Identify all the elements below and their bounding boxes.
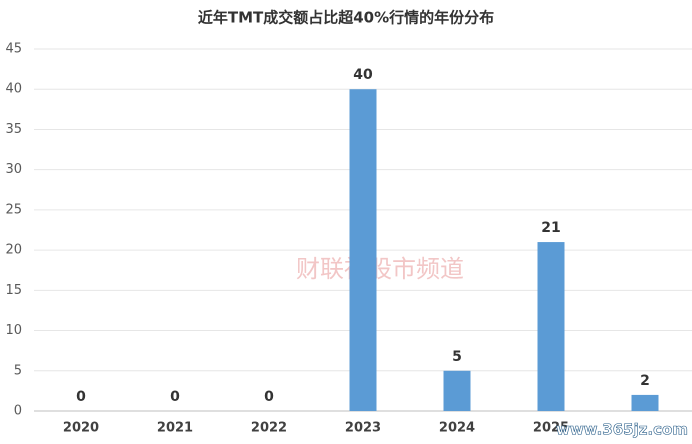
y-tick-label: 30 xyxy=(5,162,22,177)
y-tick-label: 45 xyxy=(5,42,22,57)
value-label: 0 xyxy=(264,389,274,405)
y-tick-label: 15 xyxy=(5,283,22,298)
bar xyxy=(443,370,471,411)
x-tick-label: 2024 xyxy=(439,421,475,436)
value-label: 2 xyxy=(640,373,650,389)
x-tick-label: 2020 xyxy=(63,421,99,436)
bar xyxy=(349,89,377,411)
value-label: 5 xyxy=(452,349,462,365)
y-tick-label: 35 xyxy=(5,122,22,137)
value-label: 0 xyxy=(170,389,180,405)
x-tick-label: 2021 xyxy=(157,421,193,436)
bar xyxy=(537,242,565,411)
watermark: 财联社股市频道 xyxy=(296,255,464,283)
watermark: www.365jz.com xyxy=(556,421,688,439)
y-tick-label: 40 xyxy=(5,82,22,97)
value-label: 0 xyxy=(76,389,86,405)
y-tick-label: 5 xyxy=(14,363,22,378)
y-tick-label: 10 xyxy=(5,323,22,338)
chart-title: 近年TMT成交额占比超40%行情的年份分布 xyxy=(198,9,494,27)
value-label: 40 xyxy=(353,67,373,83)
x-tick-label: 2025 xyxy=(533,421,569,436)
value-label: 21 xyxy=(541,220,560,236)
bar xyxy=(631,394,659,411)
y-tick-label: 25 xyxy=(5,202,22,217)
x-tick-label: 2022 xyxy=(251,421,287,436)
x-tick-label: 2023 xyxy=(345,421,381,436)
y-tick-label: 20 xyxy=(5,243,22,258)
y-tick-label: 0 xyxy=(14,404,22,419)
